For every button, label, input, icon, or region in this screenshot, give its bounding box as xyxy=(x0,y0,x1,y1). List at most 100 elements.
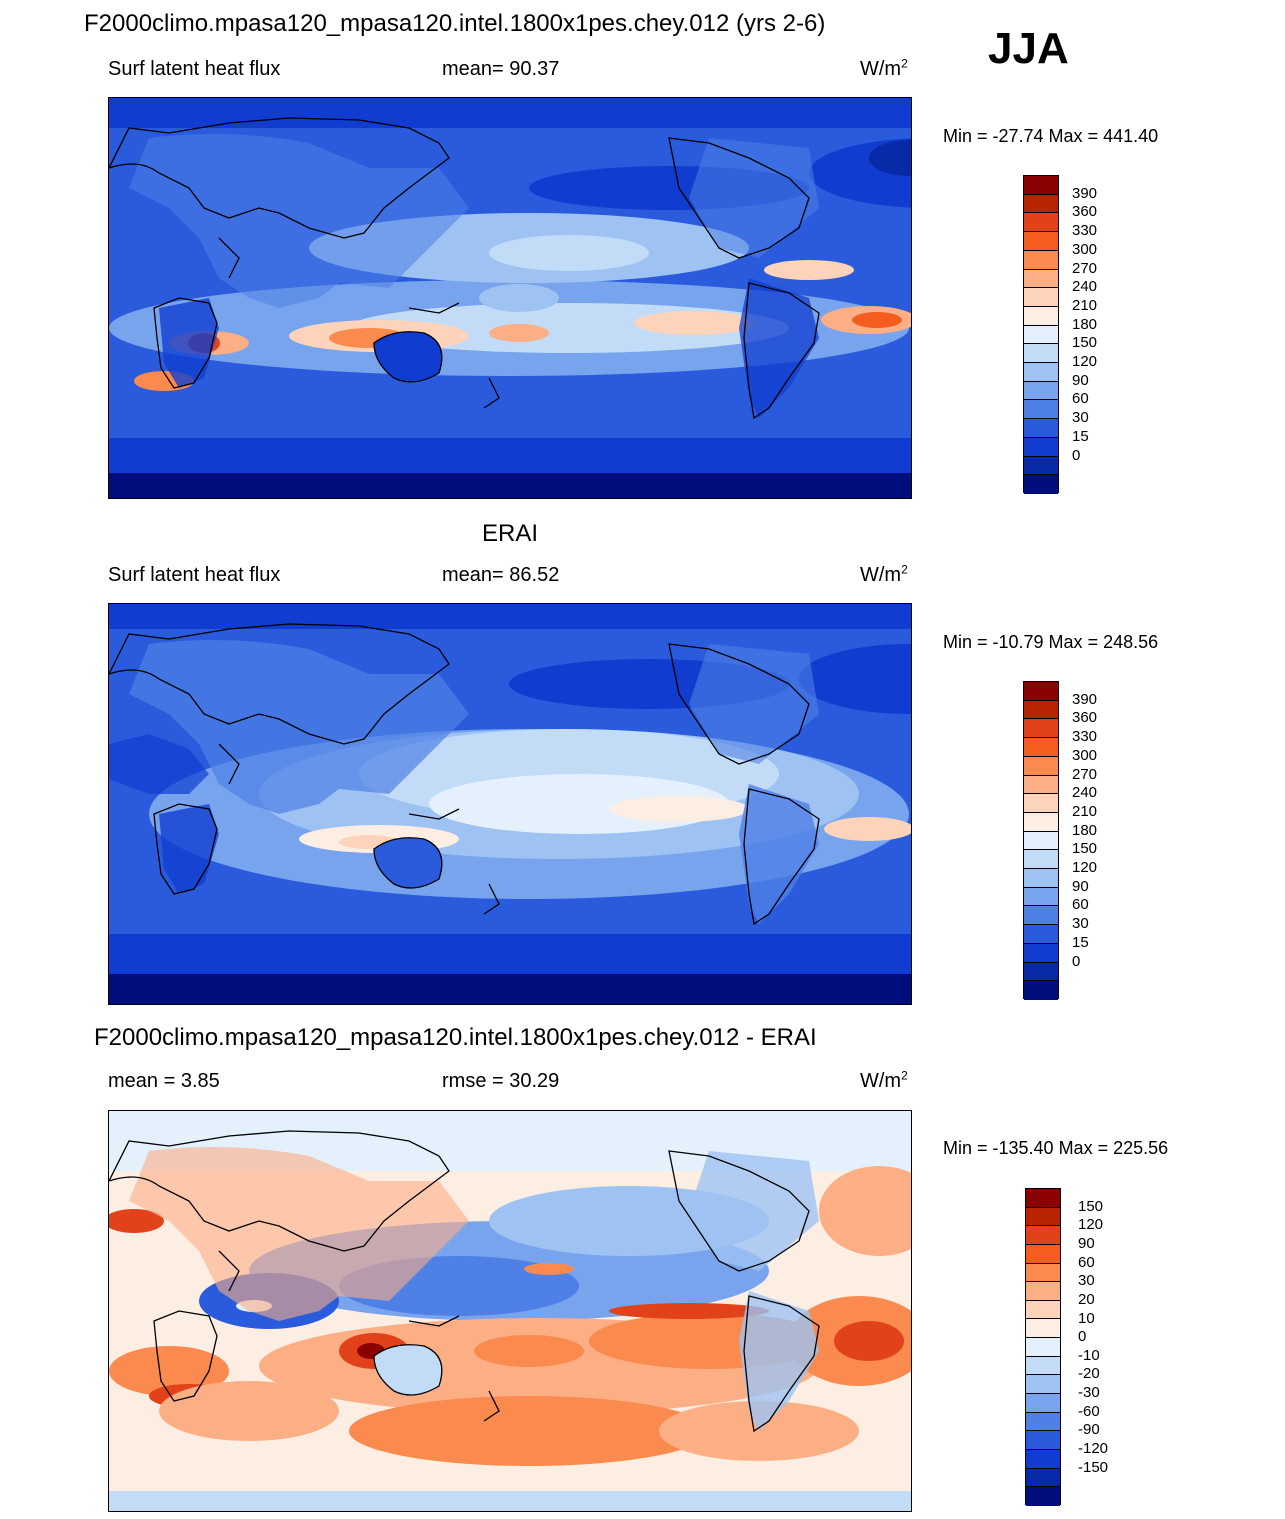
panel-model-mean-label: mean= 90.37 xyxy=(442,58,560,80)
colorbar-swatch xyxy=(1024,756,1058,776)
colorbar-tick-label: 90 xyxy=(1072,371,1089,389)
map-obs-field xyxy=(109,604,911,1004)
colorbar-swatch xyxy=(1024,419,1058,438)
panel-obs-units: W/m2 xyxy=(860,562,908,586)
colorbar-tick-label: 240 xyxy=(1072,278,1098,296)
colorbar-tick-label: -30 xyxy=(1078,1384,1100,1402)
colorbar-swatch xyxy=(1026,1300,1060,1320)
colorbar-swatch xyxy=(1026,1487,1060,1506)
colorbar-swatch xyxy=(1024,943,1058,963)
colorbar-tick-label: -150 xyxy=(1078,1458,1109,1476)
colorbar-swatch xyxy=(1024,475,1058,494)
colorbar-tick-label: 20 xyxy=(1078,1290,1095,1308)
map-model-field xyxy=(109,98,911,498)
colorbar-tick-label: 180 xyxy=(1072,821,1098,839)
colorbar-tick-label: 330 xyxy=(1072,222,1098,240)
colorbar-swatch xyxy=(1024,719,1058,739)
colorbar-tick-label: 0 xyxy=(1072,446,1081,464)
colorbar-swatch xyxy=(1024,850,1058,870)
colorbar-tick-label: 210 xyxy=(1072,802,1098,820)
colorbar-tick-label: -90 xyxy=(1078,1421,1100,1439)
colorbar-tick-label: 60 xyxy=(1072,390,1089,408)
colorbar-swatch xyxy=(1026,1356,1060,1376)
colorbar-tick-label: 300 xyxy=(1072,746,1098,764)
colorbar-tick-label: 60 xyxy=(1078,1253,1095,1271)
colorbar-swatch xyxy=(1024,887,1058,907)
colorbar-tick-label: 360 xyxy=(1072,709,1098,727)
colorbar-swatch xyxy=(1024,925,1058,944)
colorbar-swatch xyxy=(1026,1412,1060,1432)
figure-title: F2000climo.mpasa120_mpasa120.intel.1800x… xyxy=(84,10,826,37)
colorbar-tick-label: -20 xyxy=(1078,1365,1100,1383)
panel-model-variable-label: Surf latent heat flux xyxy=(108,58,281,80)
panel-model-map xyxy=(108,97,912,499)
colorbar-swatch xyxy=(1024,981,1058,1000)
colorbar-swatch xyxy=(1024,325,1058,345)
colorbar-swatch xyxy=(1024,344,1058,364)
colorbar-tick-label: 150 xyxy=(1078,1197,1104,1215)
colorbar-swatch xyxy=(1024,232,1058,251)
colorbar-swatch xyxy=(1026,1468,1060,1488)
colorbar-swatch xyxy=(1024,176,1058,195)
colorbar-tick-label: 30 xyxy=(1072,409,1089,427)
colorbar-tick-label: 30 xyxy=(1072,915,1089,933)
colorbar-swatch xyxy=(1024,269,1058,289)
colorbar-swatch xyxy=(1024,794,1058,813)
colorbar-swatch xyxy=(1024,812,1058,832)
colorbar-swatch xyxy=(1024,775,1058,795)
colorbar-tick-label: 240 xyxy=(1072,784,1098,802)
colorbar-tick-label: 0 xyxy=(1078,1328,1087,1346)
colorbar-swatch xyxy=(1024,381,1058,401)
colorbar-swatch xyxy=(1026,1375,1060,1395)
colorbar-tick-label: 120 xyxy=(1072,353,1098,371)
colorbar-tick-label: 90 xyxy=(1078,1234,1095,1252)
colorbar-swatch xyxy=(1026,1319,1060,1339)
colorbar-tick-label: -10 xyxy=(1078,1346,1100,1364)
colorbar-swatch xyxy=(1024,456,1058,476)
colorbar-tick-label: 270 xyxy=(1072,765,1098,783)
colorbar-swatch xyxy=(1024,831,1058,851)
colorbar-swatch xyxy=(1026,1394,1060,1413)
colorbar-swatch xyxy=(1024,363,1058,382)
panel-model-colorbar xyxy=(1023,175,1059,494)
colorbar-swatch xyxy=(1026,1207,1060,1227)
panel-obs-mean-label: mean= 86.52 xyxy=(442,564,560,586)
colorbar-tick-label: 390 xyxy=(1072,690,1098,708)
colorbar-swatch xyxy=(1024,962,1058,982)
colorbar-swatch xyxy=(1024,194,1058,214)
colorbar-swatch xyxy=(1026,1431,1060,1450)
colorbar-swatch xyxy=(1024,213,1058,233)
colorbar-swatch xyxy=(1024,250,1058,270)
panel-obs-colorbar xyxy=(1023,681,1059,1000)
season-label: JJA xyxy=(988,24,1069,73)
panel-diff-title: F2000climo.mpasa120_mpasa120.intel.1800x… xyxy=(94,1024,817,1051)
panel-obs-minmax: Min = -10.79 Max = 248.56 xyxy=(943,632,1159,652)
colorbar-tick-label: 300 xyxy=(1072,240,1098,258)
colorbar-swatch xyxy=(1024,700,1058,720)
colorbar-tick-label: 120 xyxy=(1078,1216,1104,1234)
colorbar-swatch xyxy=(1024,437,1058,457)
colorbar-swatch xyxy=(1024,869,1058,888)
map-diff-field xyxy=(109,1111,911,1511)
colorbar-swatch xyxy=(1024,682,1058,701)
colorbar-tick-label: 150 xyxy=(1072,334,1098,352)
colorbar-tick-label: 90 xyxy=(1072,877,1089,895)
panel-diff-mean-label: mean = 3.85 xyxy=(108,1070,220,1092)
colorbar-swatch xyxy=(1024,288,1058,307)
colorbar-tick-label: -120 xyxy=(1078,1440,1109,1458)
colorbar-swatch xyxy=(1026,1449,1060,1469)
colorbar-tick-label: 390 xyxy=(1072,184,1098,202)
panel-model-minmax: Min = -27.74 Max = 441.40 xyxy=(943,126,1159,146)
colorbar-tick-label: 30 xyxy=(1078,1272,1095,1290)
colorbar-swatch xyxy=(1026,1244,1060,1264)
panel-diff-colorbar xyxy=(1025,1188,1061,1506)
colorbar-swatch xyxy=(1026,1282,1060,1301)
colorbar-swatch xyxy=(1024,400,1058,420)
colorbar-tick-label: 0 xyxy=(1072,952,1081,970)
colorbar-swatch xyxy=(1024,738,1058,757)
colorbar-tick-label: 210 xyxy=(1072,296,1098,314)
colorbar-tick-label: 15 xyxy=(1072,427,1089,445)
colorbar-swatch xyxy=(1026,1263,1060,1283)
colorbar-swatch xyxy=(1024,306,1058,326)
colorbar-swatch xyxy=(1026,1189,1060,1208)
